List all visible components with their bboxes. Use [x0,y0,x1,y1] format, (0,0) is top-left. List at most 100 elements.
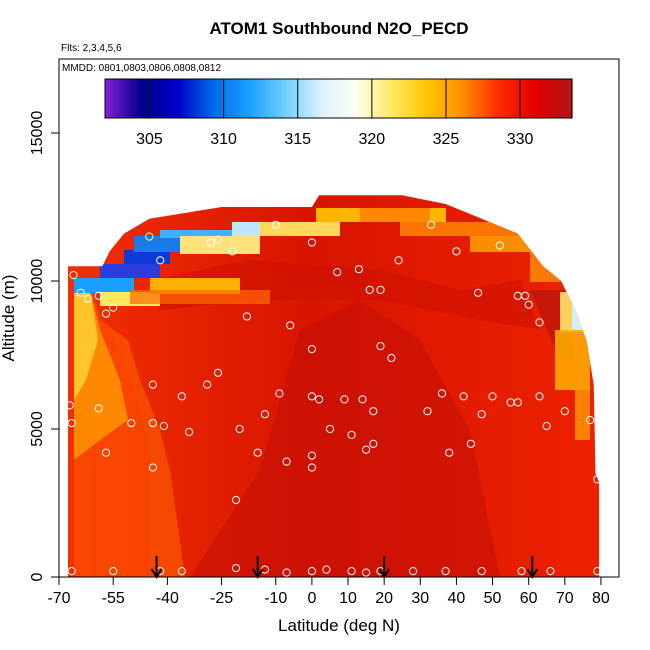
colorbar-swatch [180,79,184,118]
sample-point [560,407,569,416]
colorbar-swatch [182,79,187,118]
south-edge-yellow [74,280,98,400]
colorbar-swatch [522,79,526,118]
sample-point [340,395,349,404]
colorbar-swatch [206,79,210,118]
colorbar-swatch [123,79,127,118]
colorbar-swatch [208,79,212,118]
colorbar-swatch [566,79,570,118]
colorbar-swatch [426,79,430,118]
sample-point [459,392,468,401]
y-tick-label: 0 [29,572,46,581]
colorbar-swatch [556,79,560,118]
colorbar-swatch [315,79,319,118]
colorbar-swatch [245,79,249,118]
colorbar-swatch [309,79,314,118]
sample-point [159,421,168,431]
sample-point [315,395,324,404]
colorbar-swatch [175,79,179,118]
sample-point [235,424,244,434]
colorbar-swatch [185,79,189,118]
sample-point [145,232,154,241]
colorbar-swatch [348,79,353,118]
colorbar-swatch [330,79,334,118]
colorbar-swatch [481,79,485,118]
colorbar-tick-label: 305 [136,131,163,148]
colorbar-swatch [551,79,555,118]
colorbar-swatch [276,79,280,118]
colorbar-swatch [213,79,218,118]
field-core-low [190,300,500,577]
colorbar-swatch [447,79,451,118]
colorbar-swatch [403,79,407,118]
colorbar-swatch [569,79,573,118]
colorbar-swatch [416,79,420,118]
colorbar-swatch [224,79,228,118]
colorbar-swatch [169,79,174,118]
sample-point [282,457,291,466]
colorbar-swatch [341,79,345,118]
sample-point [542,421,551,431]
sample-point [307,345,316,354]
colorbar-swatch [351,79,355,118]
sample-point [148,463,157,472]
colorbar-swatch [367,79,371,118]
colorbar-swatch [374,79,379,118]
upper-pale-yellow [180,236,260,254]
sample-point [67,567,76,576]
sample-point [347,430,356,439]
colorbar-swatch [431,79,436,118]
colorbar-swatch [408,79,412,118]
colorbar-frame [104,78,573,119]
colorbar-swatch [377,79,381,118]
colorbar-swatch [258,79,262,118]
sample-point [593,567,602,576]
colorbar-swatch [138,79,142,118]
colorbar-swatch [369,79,373,118]
colorbar-swatch [291,79,295,118]
colorbar-swatch [338,79,342,118]
colorbar-swatch [226,79,231,118]
colorbar-swatch [115,79,119,118]
sample-point [307,238,316,247]
upper-yellow [260,222,340,236]
north-edge-orange-2 [575,390,590,440]
colorbar-swatch [392,79,397,118]
colorbar-swatch [442,79,446,118]
sample-point [65,401,74,410]
colorbar-swatch [488,79,493,118]
colorbar-swatch [260,79,264,118]
colorbar-swatch [268,79,272,118]
upper-blue-mid [134,236,184,252]
x-tick-label: 80 [592,590,610,607]
colorbar-swatch [200,79,205,118]
colorbar-swatch [387,79,391,118]
sample-point [148,419,157,428]
sample-point [231,564,241,573]
sample-point [513,398,522,407]
colorbar-swatch [460,79,464,118]
colorbar-swatch [312,79,316,118]
colorbar-swatch [400,79,404,118]
x-tick-label: 0 [307,590,316,607]
sample-point [524,300,533,309]
colorbar-swatch [112,79,116,118]
colorbar-swatch [421,79,425,118]
colorbar-swatch [553,79,558,118]
sample-point [94,404,103,413]
sample-point [362,445,371,454]
sample-point [203,380,212,389]
north-edge-amber [555,330,590,390]
colorbar-swatch [385,79,389,118]
colorbar-swatch [429,79,433,118]
colorbar-swatch [130,79,135,118]
colorbar-swatch [525,79,529,118]
colorbar-swatch [390,79,394,118]
colorbar-swatch [494,79,498,118]
colorbar-swatch [255,79,259,118]
sample-point [148,380,157,389]
sample-point [347,567,356,576]
colorbar-swatch [190,79,194,118]
colorbar-swatch [229,79,233,118]
sample-points [65,185,602,577]
